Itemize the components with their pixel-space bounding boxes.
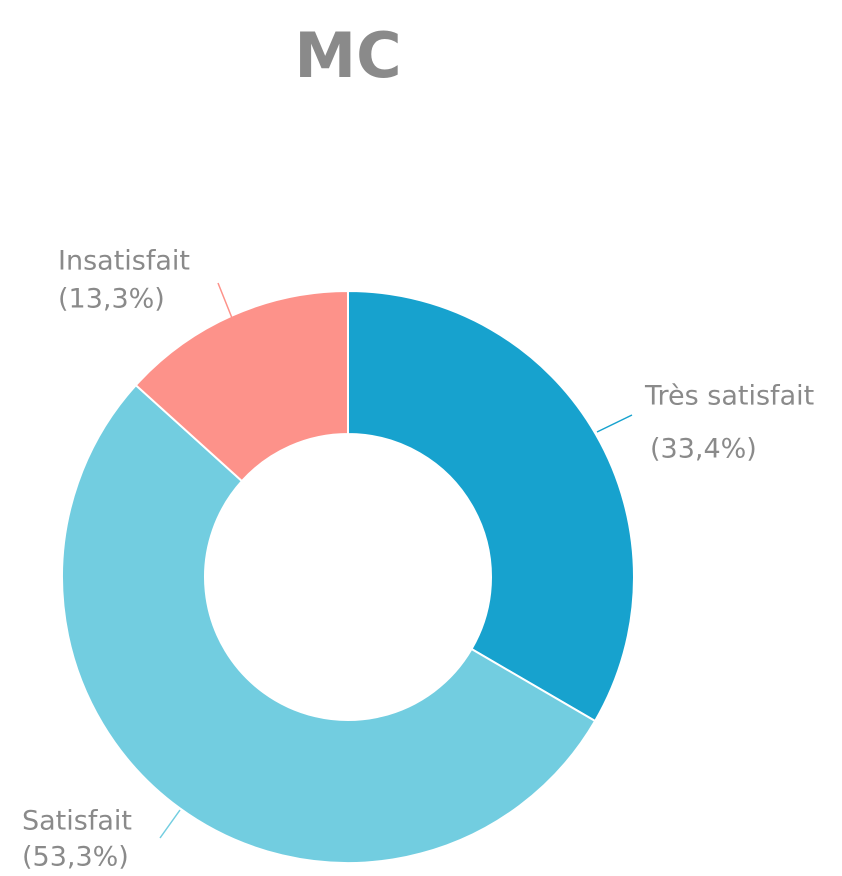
slice-value-label: (13,3%) bbox=[58, 284, 165, 315]
donut-slice bbox=[347, 289, 635, 723]
chart-title: MC bbox=[294, 19, 401, 92]
leader-line bbox=[159, 809, 181, 839]
donut-slice bbox=[134, 289, 349, 483]
leader-line bbox=[596, 414, 633, 433]
slice-label: Insatisfait bbox=[58, 246, 190, 277]
slice-value-label: (33,4%) bbox=[650, 434, 757, 465]
slice-label: Satisfait bbox=[22, 806, 132, 837]
slice-value-label: (53,3%) bbox=[22, 842, 129, 873]
leader-line bbox=[217, 282, 233, 319]
slice-label: Très satisfait bbox=[644, 381, 814, 412]
donut-slice bbox=[61, 383, 597, 864]
